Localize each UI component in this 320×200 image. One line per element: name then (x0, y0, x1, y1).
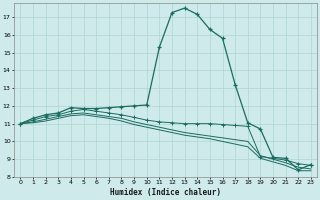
X-axis label: Humidex (Indice chaleur): Humidex (Indice chaleur) (110, 188, 221, 197)
